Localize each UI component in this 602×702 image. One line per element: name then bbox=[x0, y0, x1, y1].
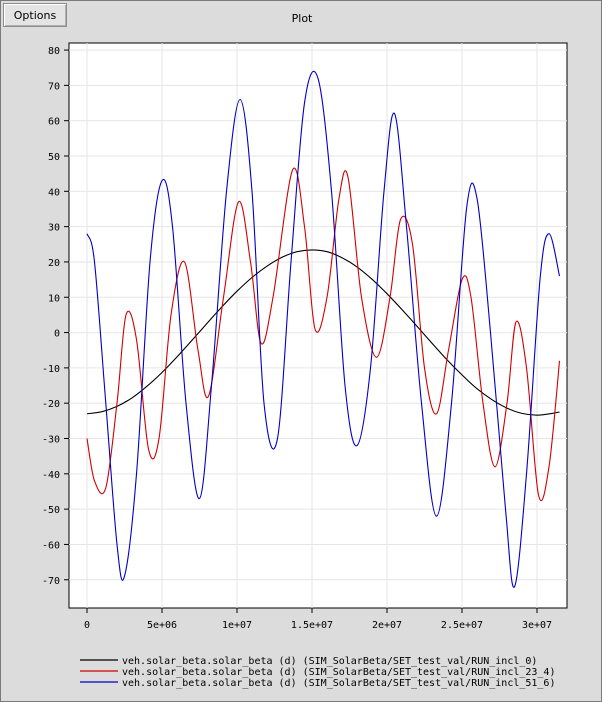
legend-label-0: veh.solar_beta.solar_beta (d) (SIM_Solar… bbox=[122, 656, 537, 667]
series-lines bbox=[86, 71, 561, 588]
y-tick-label: -30 bbox=[42, 435, 60, 446]
series-line-0 bbox=[86, 249, 560, 416]
x-tick-label: 1.5e+07 bbox=[291, 620, 333, 631]
x-tick-label: 3e+07 bbox=[522, 620, 552, 631]
y-tick-label: 0 bbox=[54, 329, 60, 340]
plot-title: Plot bbox=[291, 12, 313, 25]
y-tick-label: 70 bbox=[48, 81, 60, 92]
y-tick-label: 40 bbox=[48, 187, 60, 198]
y-tick-label: -10 bbox=[42, 364, 60, 375]
y-tick-label: -50 bbox=[42, 505, 60, 516]
y-tick-label: 50 bbox=[48, 152, 60, 163]
y-tick-label: 80 bbox=[48, 46, 60, 57]
y-tick-label: -70 bbox=[42, 576, 60, 587]
x-tick-label: 1e+07 bbox=[222, 620, 252, 631]
plot-area bbox=[68, 42, 568, 609]
y-tick-label: -60 bbox=[42, 540, 60, 551]
series-line-1 bbox=[86, 167, 561, 502]
x-tick-label: 5e+06 bbox=[147, 620, 177, 631]
x-tick-label: 2e+07 bbox=[372, 620, 402, 631]
x-tick-label: 2.5e+07 bbox=[441, 620, 483, 631]
series-line-2 bbox=[86, 71, 561, 588]
y-tick-label: 20 bbox=[48, 258, 60, 269]
y-tick-label: -20 bbox=[42, 399, 60, 410]
axes: -70 -60 -50 -40 -30 -20 -10 0 10 20 30 40 50 60 70 80 0 5… bbox=[42, 46, 552, 631]
y-tick-label: -40 bbox=[42, 470, 60, 481]
legend: veh.solar_beta.solar_beta (d) (SIM_Solar… bbox=[80, 656, 555, 689]
y-tick-label: 10 bbox=[48, 293, 60, 304]
x-tick-label: 0 bbox=[84, 620, 90, 631]
y-tick-label: 60 bbox=[48, 117, 60, 128]
legend-label-2: veh.solar_beta.solar_beta (d) (SIM_Solar… bbox=[122, 678, 555, 689]
legend-label-1: veh.solar_beta.solar_beta (d) (SIM_Solar… bbox=[122, 667, 555, 678]
y-tick-label: 30 bbox=[48, 223, 60, 234]
options-button[interactable]: Options bbox=[3, 3, 67, 27]
